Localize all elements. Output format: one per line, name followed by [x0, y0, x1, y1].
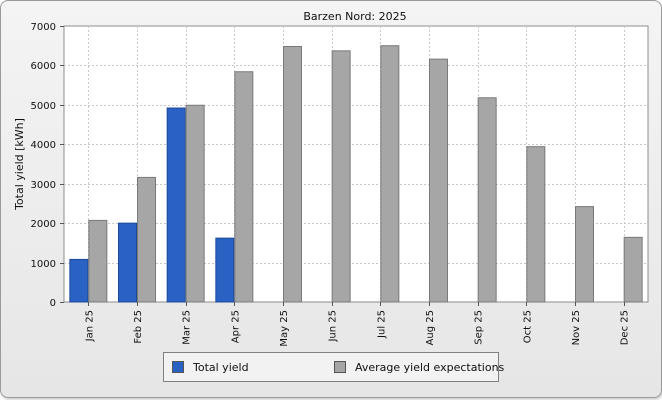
legend-label-total-yield: Total yield	[193, 360, 249, 374]
average-yield-bar	[88, 219, 108, 303]
average-yield-bar	[477, 97, 497, 303]
average-yield-bar	[575, 206, 594, 303]
x-tick-label: Sep 25	[474, 310, 485, 345]
average-yield-bar	[185, 104, 205, 303]
x-tick-label: Jun 25	[328, 310, 339, 343]
legend: Total yield Average yield expectations	[163, 352, 504, 382]
total-yield-bar	[69, 258, 89, 303]
x-tick-label: Nov 25	[571, 310, 582, 345]
x-axis: Jan 25 Feb 25 Mar 25 Apr 25 May 25 Jun 25 Jul …	[84, 302, 631, 347]
y-tick-label: 6000	[31, 61, 56, 72]
average-yield-bar	[283, 46, 302, 303]
legend-item-total-yield: Total yield	[172, 360, 249, 374]
average-yield-bar	[137, 176, 156, 303]
y-tick-label: 0	[50, 298, 56, 309]
average-yield-bar	[380, 45, 400, 303]
x-tick-label: May 25	[279, 310, 290, 347]
y-tick-label: 3000	[31, 180, 56, 191]
average-yield-bar	[234, 71, 254, 303]
legend-label-average-yield: Average yield expectations	[355, 360, 505, 374]
x-tick-label: Mar 25	[182, 310, 193, 345]
x-tick-label: Aug 25	[425, 310, 436, 345]
x-tick-label: Feb 25	[133, 310, 144, 344]
total-yield-bar	[215, 237, 235, 303]
x-tick-label: Jan 25	[84, 310, 95, 342]
x-tick-label: Oct 25	[522, 310, 533, 343]
average-yield-bar	[623, 236, 643, 303]
chart-title: Barzen Nord: 2025	[303, 10, 406, 23]
legend-swatch-total-yield	[172, 361, 184, 373]
average-yield-bar	[331, 50, 351, 303]
x-tick-label: Apr 25	[230, 310, 241, 343]
y-tick-label: 2000	[31, 219, 56, 230]
y-tick-label: 4000	[31, 140, 56, 151]
average-yield-bar	[429, 58, 448, 303]
total-yield-bar	[166, 107, 186, 303]
bars	[69, 45, 643, 303]
total-yield-bar	[118, 222, 137, 303]
average-yield-bar	[526, 146, 546, 303]
y-axis: 0 1000 2000 3000 4000 5000 6000 7000	[31, 22, 64, 309]
plot-area	[63, 25, 649, 303]
y-tick-label: 7000	[31, 22, 56, 33]
x-tick-label: Jul 25	[376, 310, 387, 339]
legend-swatch-average-yield	[334, 361, 346, 373]
y-tick-label: 5000	[31, 101, 56, 112]
y-axis-label: Total yield [kWh]	[13, 118, 26, 211]
y-tick-label: 1000	[31, 259, 56, 270]
x-tick-label: Dec 25	[620, 310, 631, 345]
legend-item-average-yield: Average yield expectations	[334, 360, 504, 374]
